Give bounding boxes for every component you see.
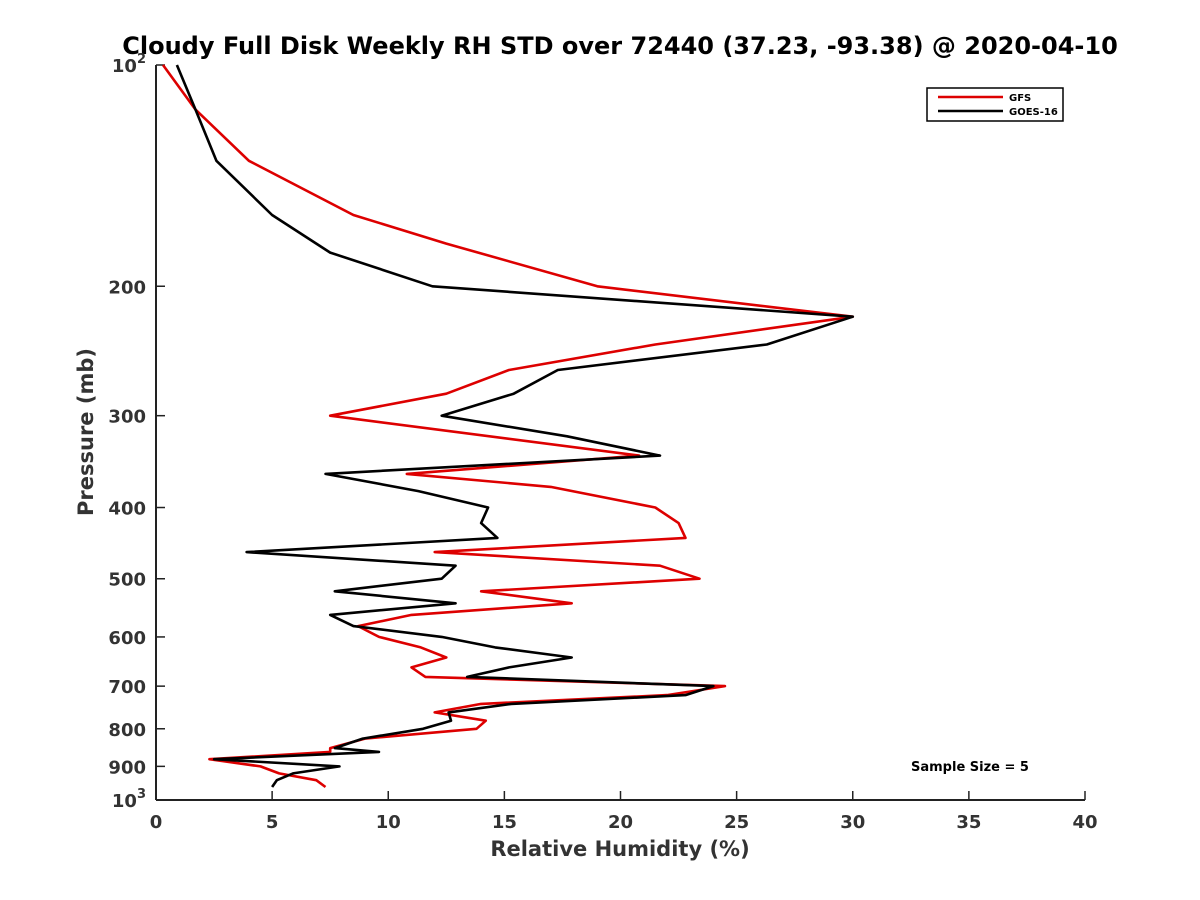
x-tick-label: 0 (150, 812, 163, 833)
sample-size-annotation: Sample Size = 5 (911, 760, 1029, 775)
plot-area (155, 65, 1085, 801)
y-tick-label: 800 (108, 720, 146, 741)
y-tick-label-base: 800 (108, 720, 146, 741)
x-ticks: 0 5 10 15 20 25 30 35 40 (150, 791, 1098, 833)
y-tick-label: 600 (108, 628, 146, 649)
y-tick-label-base: 700 (108, 677, 146, 698)
chart-title: Cloudy Full Disk Weekly RH STD over 7244… (122, 32, 1118, 60)
y-tick-label-base: 10 (112, 56, 137, 77)
x-axis-label: Relative Humidity (%) (490, 837, 749, 861)
x-tick-label: 20 (608, 812, 633, 833)
y-tick-label-base: 10 (112, 791, 137, 812)
y-tick-label-exponent: 3 (137, 787, 146, 802)
x-tick-label: 15 (492, 812, 517, 833)
y-tick-label: 400 (108, 499, 146, 520)
x-tick-label: 5 (266, 812, 279, 833)
y-tick-label: 103 (112, 787, 146, 812)
series-line-goes16 (175, 64, 855, 788)
y-tick-label: 200 (108, 277, 146, 298)
y-tick-label: 102 (112, 52, 146, 77)
series-layer (161, 64, 855, 789)
y-tick-label-base: 900 (108, 757, 146, 778)
y-tick-label: 300 (108, 407, 146, 428)
x-tick-label: 40 (1072, 812, 1097, 833)
x-tick-label: 10 (376, 812, 401, 833)
legend-label-goes16: GOES-16 (1009, 107, 1058, 118)
x-tick-label: 35 (956, 812, 981, 833)
legend-box (926, 87, 1064, 122)
y-tick-label: 500 (108, 570, 146, 591)
x-tick-label: 25 (724, 812, 749, 833)
y-axis-label: Pressure (mb) (74, 348, 98, 516)
y-tick-label-base: 200 (108, 277, 146, 298)
y-tick-label: 700 (108, 677, 146, 698)
y-tick-label-base: 400 (108, 499, 146, 520)
y-tick-label-base: 300 (108, 407, 146, 428)
y-tick-label-exponent: 2 (137, 52, 146, 67)
legend: GFS GOES-16 (926, 87, 1064, 122)
x-tick-label: 30 (840, 812, 865, 833)
legend-label-gfs: GFS (1009, 93, 1031, 104)
y-tick-label: 900 (108, 757, 146, 778)
y-tick-label-base: 600 (108, 628, 146, 649)
y-tick-label-base: 500 (108, 570, 146, 591)
